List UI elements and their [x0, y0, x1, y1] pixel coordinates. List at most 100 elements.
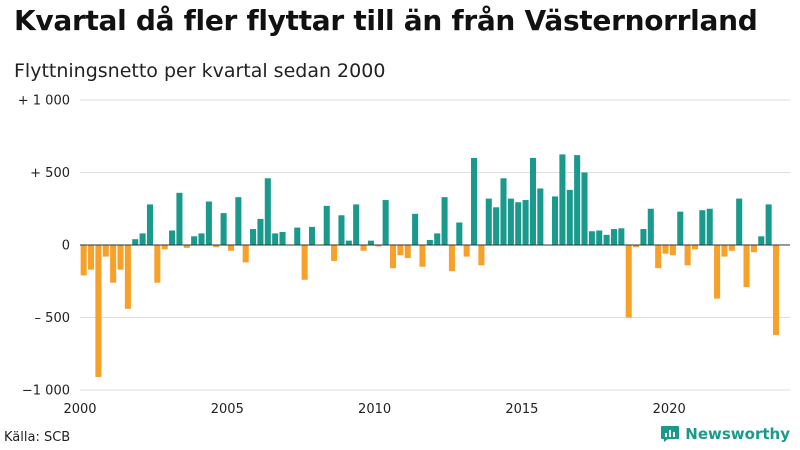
- bar-2019-k3: [655, 245, 662, 269]
- bar-2005-k3: [242, 245, 249, 263]
- bar-2002-k1: [139, 233, 146, 245]
- y-tick-label: – 500: [35, 311, 70, 326]
- bar-2013-k1: [463, 245, 470, 257]
- bar-2010-k4: [397, 245, 404, 256]
- bar-2010-k3: [389, 245, 397, 269]
- bar-2001-k2: [117, 245, 124, 270]
- bar-2017-k1: [581, 172, 588, 245]
- bar-2021-k2: [706, 208, 713, 245]
- bar-2016-k1: [552, 196, 559, 245]
- bar-2014-k3: [507, 198, 514, 245]
- bar-2013-k2: [471, 158, 478, 245]
- bar-2004-k3: [213, 245, 220, 248]
- bar-2018-k1: [610, 229, 618, 245]
- bar-2022-k2: [736, 198, 743, 245]
- bar-2011-k2: [412, 213, 419, 245]
- bar-2014-k1: [493, 207, 500, 245]
- bar-2003-k3: [183, 245, 190, 248]
- bar-2017-k2: [588, 231, 595, 245]
- bar-2007-k4: [308, 226, 316, 245]
- bar-2020-k1: [669, 245, 676, 256]
- bar-2013-k4: [485, 198, 492, 245]
- bar-2000-k1: [80, 245, 87, 276]
- bar-2014-k4: [515, 202, 522, 245]
- bar-2010-k1: [375, 245, 382, 247]
- bar-2006-k2: [264, 178, 271, 245]
- bar-2011-k3: [419, 245, 426, 267]
- bar-2010-k2: [382, 200, 389, 245]
- bar-2016-k3: [566, 189, 573, 245]
- bar-2012-k4: [456, 222, 463, 245]
- bar-2006-k1: [257, 218, 264, 245]
- bar-2006-k4: [279, 231, 286, 245]
- bar-2018-k3: [625, 245, 632, 318]
- bar-2003-k1: [169, 230, 176, 245]
- bar-2009-k1: [345, 240, 352, 245]
- bar-2001-k3: [124, 245, 131, 309]
- bar-2018-k4: [633, 245, 640, 248]
- bar-2005-k1: [227, 245, 235, 251]
- y-tick-label: + 500: [30, 166, 70, 181]
- x-tick-label: 2020: [653, 402, 686, 417]
- bar-2021-k3: [714, 245, 721, 299]
- bar-2019-k2: [647, 208, 654, 245]
- gridlines: [80, 99, 790, 391]
- bar-2009-k3: [360, 245, 367, 251]
- bar-2003-k2: [176, 192, 183, 245]
- bar-2009-k2: [353, 204, 360, 245]
- y-tick-label: −1 000: [22, 384, 70, 399]
- brand-name: Newsworthy: [685, 425, 790, 443]
- bar-2003-k4: [191, 236, 198, 245]
- bar-2019-k1: [640, 229, 647, 245]
- bar-2016-k4: [574, 155, 581, 245]
- y-tick-label: 0: [62, 239, 70, 254]
- bar-2005-k4: [250, 229, 257, 245]
- bar-2004-k4: [220, 213, 227, 245]
- bar-2015-k1: [522, 200, 529, 245]
- y-tick-label: + 1 000: [18, 94, 70, 109]
- bar-2020-k3: [684, 245, 691, 266]
- x-tick-label: 2015: [505, 402, 538, 417]
- bar-2013-k3: [478, 245, 485, 266]
- x-tick-label: 2000: [63, 402, 96, 417]
- bar-2005-k2: [235, 197, 242, 245]
- brand[interactable]: Newsworthy: [660, 425, 790, 443]
- bar-2022-k4: [750, 245, 757, 253]
- y-axis-tick-labels: + 1 000 + 500 0 – 500 −1 000: [18, 94, 70, 399]
- bar-2012-k3: [448, 245, 455, 272]
- bar-2001-k4: [132, 239, 139, 245]
- bar-2011-k1: [404, 245, 411, 259]
- bar-2008-k4: [338, 215, 345, 245]
- bar-2007-k2: [294, 227, 301, 245]
- bar-2019-k4: [662, 245, 669, 254]
- bar-2023-k3: [772, 245, 780, 335]
- bar-2008-k3: [331, 245, 338, 261]
- bar-2023-k1: [758, 236, 765, 245]
- source-note: Källa: SCB: [4, 430, 71, 445]
- bar-2001-k1: [110, 245, 117, 283]
- bar-2012-k1: [434, 233, 441, 245]
- bar-2008-k2: [323, 205, 330, 245]
- bar-2002-k4: [161, 245, 168, 250]
- chart-subtitle: Flyttningsnetto per kvartal sedan 2000: [14, 60, 386, 82]
- bar-2011-k4: [426, 239, 433, 245]
- bar-2022-k1: [728, 245, 735, 251]
- bar-series: [80, 154, 780, 377]
- bar-2023-k2: [765, 204, 772, 245]
- bar-2020-k4: [691, 245, 699, 250]
- bar-2015-k2: [529, 158, 536, 245]
- bar-2020-k2: [677, 211, 684, 245]
- bar-2014-k2: [500, 178, 507, 245]
- bar-2009-k4: [367, 240, 374, 245]
- bar-2016-k2: [559, 154, 566, 245]
- bar-2021-k1: [699, 210, 706, 245]
- chart-title: Kvartal då fler flyttar till än från Väs…: [14, 4, 758, 37]
- bar-2002-k2: [146, 204, 154, 245]
- x-tick-label: 2005: [211, 402, 244, 417]
- bar-2007-k3: [301, 245, 308, 280]
- bar-2000-k2: [88, 245, 95, 270]
- bar-2000-k4: [102, 245, 109, 257]
- bar-2021-k4: [721, 245, 728, 257]
- bar-2022-k3: [743, 245, 750, 288]
